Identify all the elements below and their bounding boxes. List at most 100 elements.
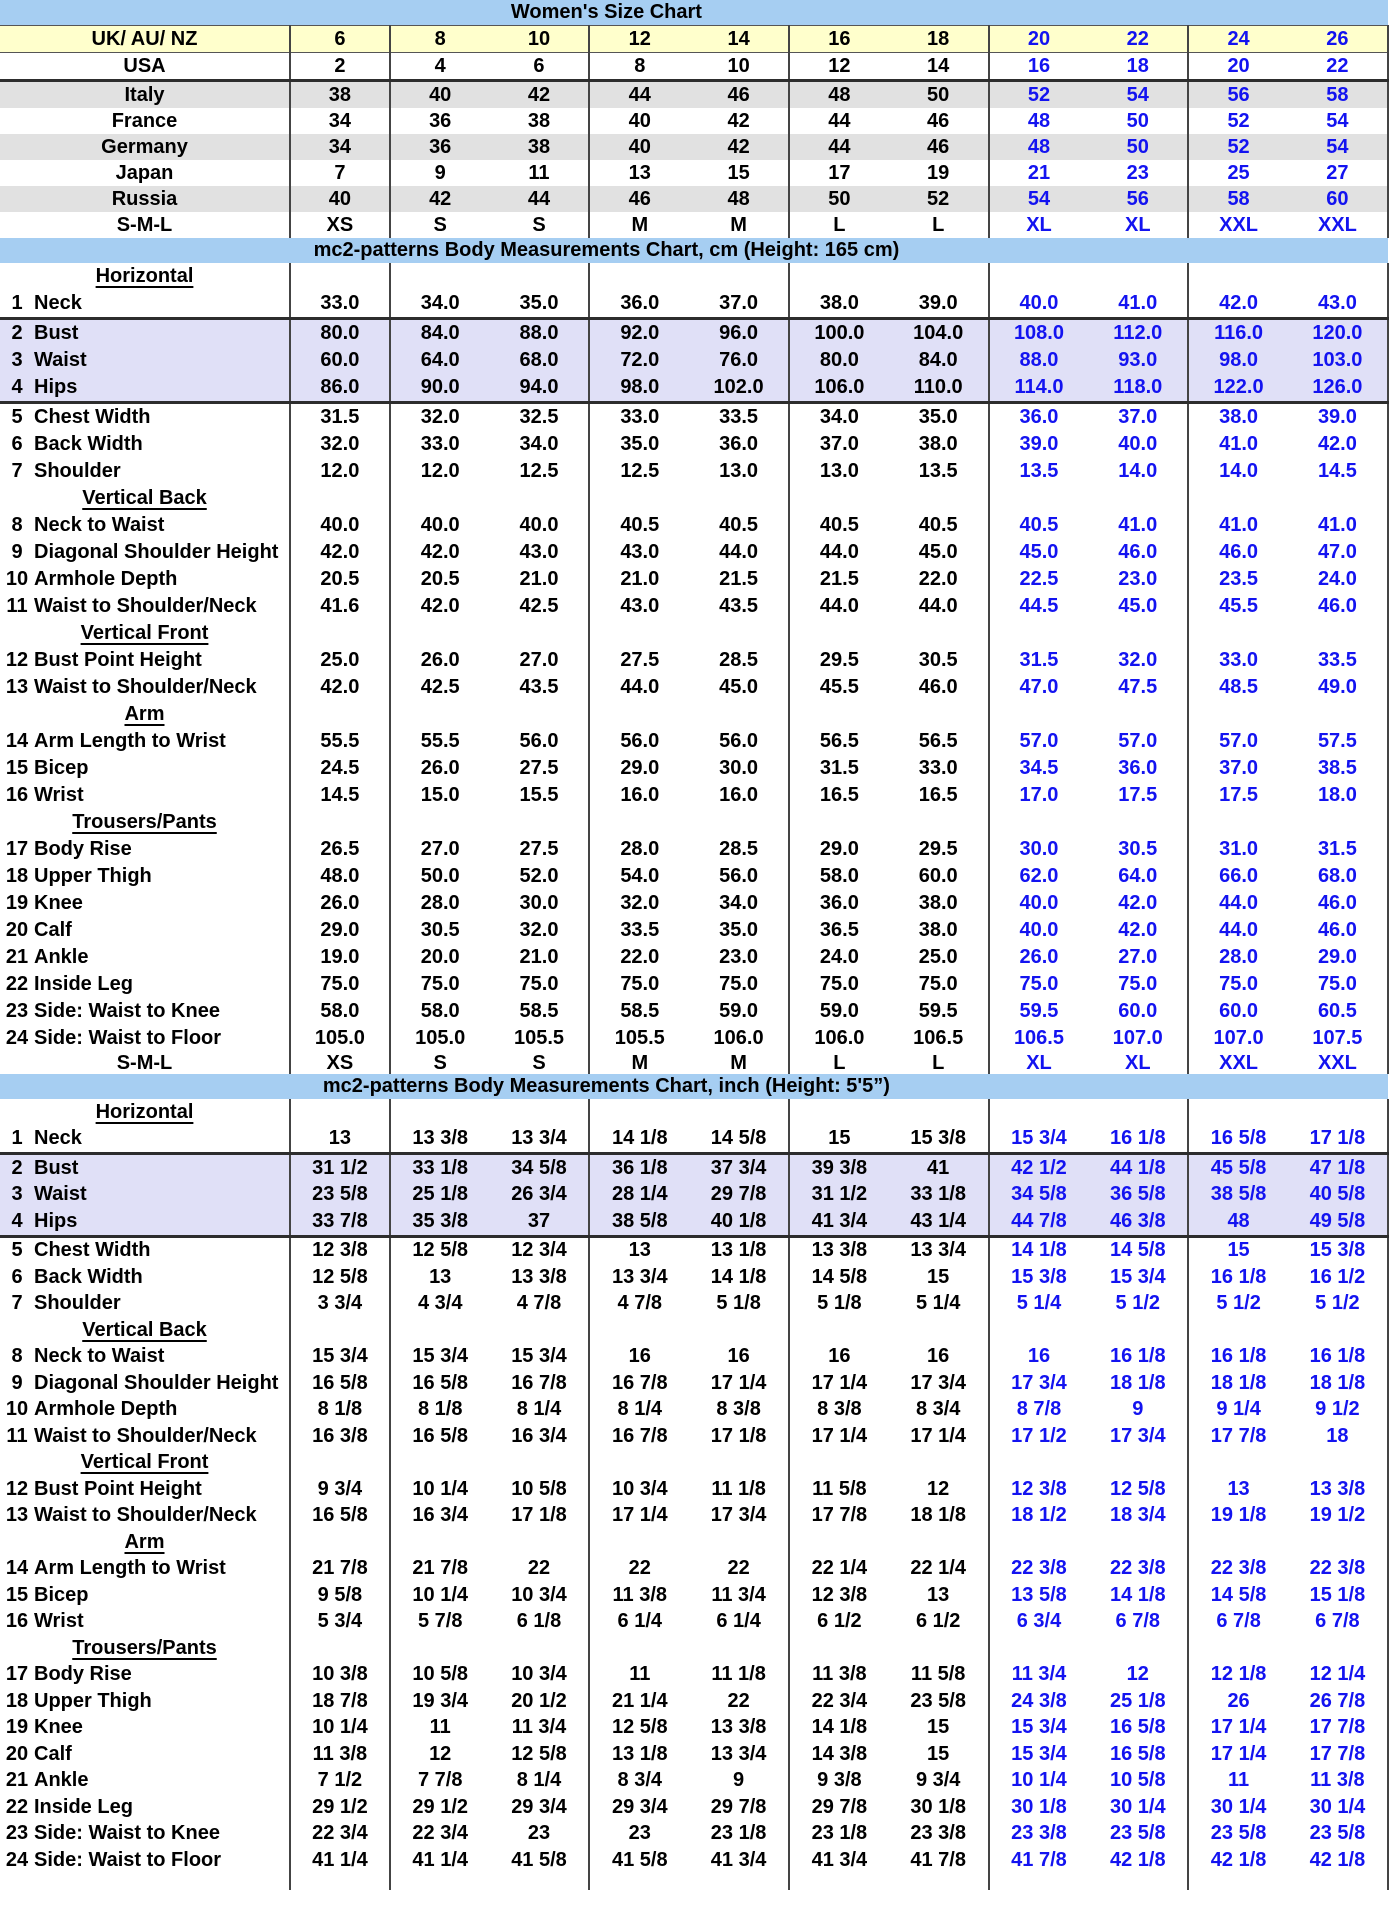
value-cell <box>1188 620 1288 647</box>
value-cell: 4 3/4 <box>417 1292 463 1315</box>
row-number: 10 <box>5 568 29 590</box>
value-cell: 42.0 <box>1188 290 1288 320</box>
value-cell: 31.5 <box>290 402 391 431</box>
value-cell <box>789 263 889 290</box>
value-cell: XL <box>1088 212 1190 238</box>
value-cell: 29 3/4 <box>489 1794 591 1821</box>
table-row: 2 Bust 80.0 84.0 88.0 92.0 96.0 100.0 104.0 108.0… <box>0 318 1389 347</box>
value-cell: 21.0 <box>489 566 591 593</box>
value-cell: 10 <box>689 52 790 82</box>
value-cell <box>390 1635 490 1662</box>
row-number: 12 <box>5 1477 29 1500</box>
value-cell: 11 3/4 <box>689 1582 790 1609</box>
value-cell: 29.0 <box>1287 944 1389 971</box>
value-cell: 27.5 <box>620 649 660 671</box>
value-cell <box>390 809 490 836</box>
value-cell: 108.0 <box>988 318 1089 347</box>
value-cell: 42.0 <box>1088 917 1190 944</box>
row-number: 1 <box>11 1127 23 1150</box>
value-cell: 30 1/4 <box>1088 1794 1190 1821</box>
value-cell: 38 5/8 <box>589 1208 690 1238</box>
table-row: 4 Hips 86.0 90.0 94.0 98.0 102.0 106.0 110.0 114.… <box>0 374 1389 404</box>
value-cell: XL <box>1026 213 1052 236</box>
value-cell: 41 1/4 <box>290 1847 391 1874</box>
value-cell: 44 1/8 <box>1088 1153 1190 1182</box>
value-cell: 98.0 <box>589 374 690 404</box>
value-cell: 25.0 <box>888 944 990 971</box>
value-cell: 75.0 <box>489 971 591 998</box>
value-cell: 56.5 <box>819 730 859 752</box>
value-cell: 34 <box>290 134 391 160</box>
measurement-label-cell: 11 Waist to Shoulder/Neck <box>0 593 291 620</box>
value-cell: 41.0 <box>1287 512 1389 539</box>
value-cell <box>1088 1449 1190 1476</box>
value-cell: 68.0 <box>489 347 591 374</box>
value-cell: 6 1/4 <box>689 1608 790 1635</box>
value-cell: 5 1/2 <box>1088 1290 1190 1317</box>
value-cell: 15 <box>788 1125 889 1155</box>
value-cell: 19 1/8 <box>1210 1504 1267 1527</box>
value-cell: 28.0 <box>1219 946 1259 968</box>
value-cell: 12 3/4 <box>489 1236 591 1264</box>
table-row: 24 Side: Waist to Floor 41 1/4 41 1/4 41 5/8… <box>0 1847 1389 1874</box>
measurement-label-cell: 4 Hips <box>0 1208 291 1238</box>
value-cell <box>290 809 391 836</box>
row-number: 7 <box>11 460 23 482</box>
value-cell: 17 7/8 <box>1287 1741 1389 1768</box>
value-cell: XS <box>290 1052 391 1074</box>
value-cell: 18 <box>1088 52 1190 82</box>
value-cell: 36.0 <box>1088 755 1190 782</box>
measurement-label-cell: 8 Neck to Waist <box>0 512 291 539</box>
table-row: 19 Knee 26.0 28.0 30.0 32.0 34.0 36.0 38.0 40.0 42… <box>0 890 1389 917</box>
value-cell: 20.5 <box>420 568 460 590</box>
row-number: 13 <box>5 1504 29 1527</box>
value-cell: 13 1/8 <box>611 1742 668 1765</box>
value-cell: 13 3/4 <box>611 1265 668 1288</box>
value-cell: 93.0 <box>1088 347 1190 374</box>
value-cell: 17 7/8 <box>1210 1424 1267 1447</box>
value-cell: 37.0 <box>819 433 859 455</box>
value-cell: 34 5/8 <box>988 1181 1089 1208</box>
value-cell: 59.0 <box>819 1000 859 1022</box>
value-cell: 88.0 <box>988 347 1089 374</box>
value-cell: 36 <box>429 109 452 132</box>
value-cell <box>888 1873 990 1890</box>
value-cell: 13 <box>888 1582 990 1609</box>
table-row: 13 Waist to Shoulder/Neck 42.0 42.5 43.5 44.0… <box>0 674 1389 701</box>
value-cell: 21.5 <box>819 568 859 590</box>
value-cell: 11 <box>429 1716 451 1739</box>
value-cell: 12 5/8 <box>1088 1476 1190 1503</box>
measurement-label-cell: 22 Inside Leg <box>0 1794 291 1821</box>
value-cell: 106.5 <box>888 1025 990 1052</box>
value-cell: 27.0 <box>1088 944 1190 971</box>
value-cell: 40.0 <box>290 512 391 539</box>
value-cell: 10 1/4 <box>412 1477 468 1500</box>
value-cell: 57.0 <box>1088 728 1190 755</box>
value-cell: 118.0 <box>1088 374 1190 404</box>
table-row: 16 Wrist 5 3/4 5 7/8 6 1/8 6 1/4 6 1/4 6 1/2 6 1… <box>0 1608 1389 1635</box>
row-label-cell: Italy <box>0 80 291 108</box>
value-cell: 56 <box>1188 80 1288 108</box>
measurement-label-cell: 13 Waist to Shoulder/Neck <box>0 674 291 701</box>
row-number: 4 <box>11 1209 23 1232</box>
measurement-label-cell: 14 Arm Length to Wrist <box>0 1555 291 1582</box>
value-cell <box>989 701 1089 728</box>
value-cell: 30.0 <box>489 890 591 917</box>
value-cell: 75.0 <box>290 971 391 998</box>
value-cell <box>888 1099 990 1126</box>
row-label: Wrist <box>34 784 84 806</box>
value-cell: 16 1/8 <box>1088 1343 1190 1370</box>
value-cell: 16 <box>1027 1345 1051 1368</box>
value-cell <box>789 809 889 836</box>
value-cell: 23 <box>489 1820 591 1847</box>
value-cell: 116.0 <box>1188 318 1288 347</box>
value-cell: 31 1/2 <box>788 1181 889 1208</box>
value-cell: 11 3/8 <box>1287 1767 1389 1794</box>
value-cell: XXL <box>1287 1052 1389 1074</box>
value-cell: 41.0 <box>1088 512 1190 539</box>
row-label: Neck <box>34 1127 82 1150</box>
value-cell: 16 1/8 <box>1210 1345 1267 1368</box>
row-number: 17 <box>5 838 29 860</box>
value-cell: 12.0 <box>420 460 460 482</box>
value-cell: 20.5 <box>290 566 391 593</box>
